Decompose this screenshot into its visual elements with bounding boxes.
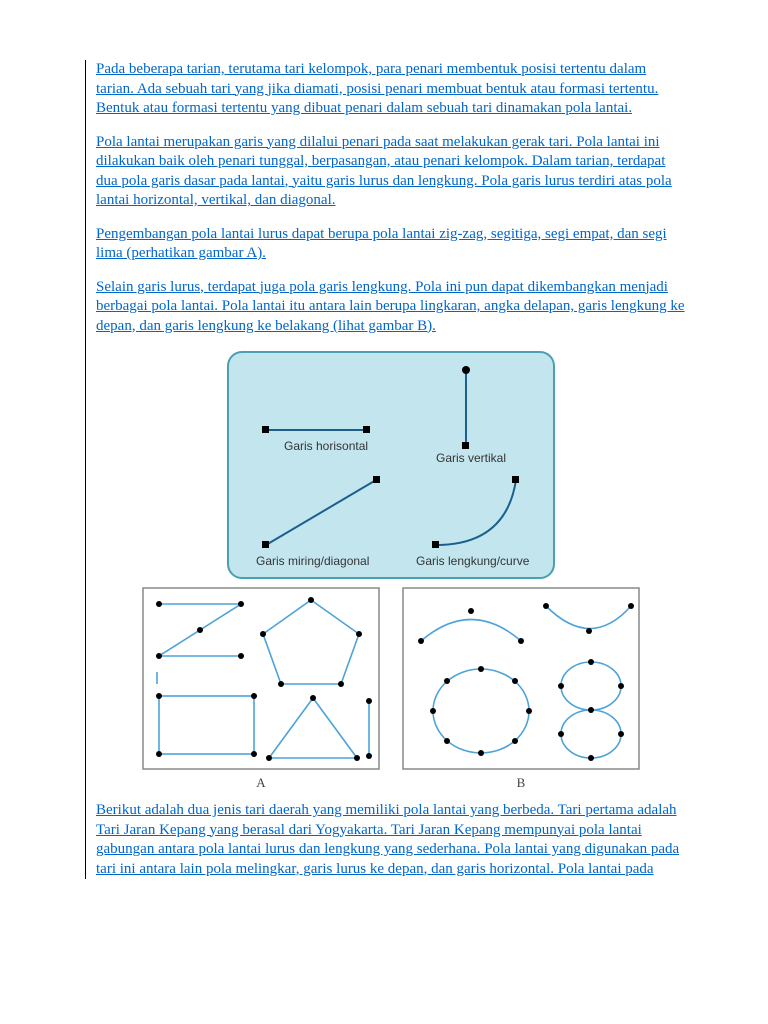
label-vertical: Garis vertikal (436, 451, 506, 465)
paragraph-2: Pola lantai merupakan garis yang dilalui… (96, 133, 686, 211)
diagram-panel-b (401, 586, 641, 771)
document-page: Pada beberapa tarian, terutama tari kelo… (85, 60, 686, 879)
label-horizontal: Garis horisontal (284, 439, 368, 453)
paragraph-5: Berikut adalah dua jenis tari daerah yan… (96, 801, 686, 879)
paragraph-4: Selain garis lurus, terdapat juga pola g… (96, 278, 686, 337)
label-curve: Garis lengkung/curve (416, 554, 530, 568)
caption-a: A (141, 775, 381, 791)
diagram-panel-a (141, 586, 381, 771)
diagram-basic-lines: Garis horisontal Garis vertikal Garis mi… (226, 350, 556, 580)
caption-b: B (401, 775, 641, 791)
paragraph-3: Pengembangan pola lantai lurus dapat ber… (96, 225, 686, 264)
panel-a: A (141, 586, 381, 791)
figure-row-ab: A (141, 586, 641, 791)
label-diagonal: Garis miring/diagonal (256, 554, 369, 568)
paragraph-1: Pada beberapa tarian, terutama tari kelo… (96, 60, 686, 119)
figure-block: Garis horisontal Garis vertikal Garis mi… (96, 350, 686, 791)
panel-b: B (401, 586, 641, 791)
